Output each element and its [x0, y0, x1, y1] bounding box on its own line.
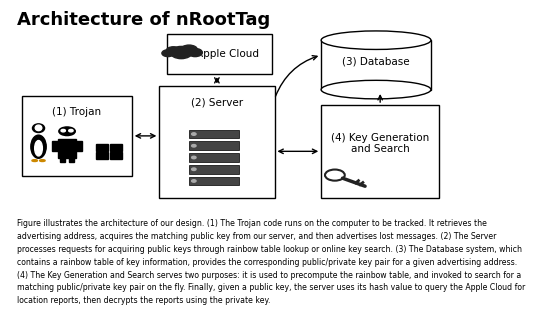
Text: Apple Cloud: Apple Cloud: [197, 49, 259, 59]
Circle shape: [181, 45, 198, 54]
Circle shape: [162, 50, 174, 57]
FancyBboxPatch shape: [58, 139, 76, 158]
Ellipse shape: [35, 125, 42, 131]
Ellipse shape: [31, 135, 46, 158]
Text: (4) Key Generation
and Search: (4) Key Generation and Search: [331, 133, 430, 154]
FancyBboxPatch shape: [60, 155, 66, 162]
FancyBboxPatch shape: [110, 152, 123, 159]
Text: Architecture of nRootTag: Architecture of nRootTag: [17, 11, 270, 29]
Ellipse shape: [32, 124, 45, 133]
Ellipse shape: [321, 31, 431, 49]
Circle shape: [192, 180, 196, 182]
FancyBboxPatch shape: [321, 105, 439, 198]
FancyBboxPatch shape: [321, 40, 431, 89]
FancyBboxPatch shape: [189, 130, 239, 138]
FancyBboxPatch shape: [76, 141, 82, 151]
Ellipse shape: [32, 160, 38, 162]
FancyBboxPatch shape: [22, 96, 132, 176]
Circle shape: [192, 145, 196, 147]
FancyBboxPatch shape: [167, 34, 272, 74]
Circle shape: [192, 133, 196, 135]
FancyBboxPatch shape: [189, 165, 239, 174]
Text: (3) Database: (3) Database: [342, 57, 410, 67]
FancyBboxPatch shape: [69, 155, 74, 162]
Circle shape: [192, 168, 196, 170]
FancyBboxPatch shape: [96, 152, 108, 159]
Circle shape: [166, 47, 181, 55]
Circle shape: [188, 49, 202, 57]
Ellipse shape: [321, 80, 431, 99]
FancyBboxPatch shape: [96, 144, 108, 151]
FancyBboxPatch shape: [189, 141, 239, 150]
Circle shape: [69, 129, 73, 132]
FancyBboxPatch shape: [159, 87, 274, 198]
Ellipse shape: [35, 140, 43, 156]
Circle shape: [192, 156, 196, 159]
Text: Figure illustrates the architecture of our design. (1) The Trojan code runs on t: Figure illustrates the architecture of o…: [17, 219, 525, 305]
Text: (1) Trojan: (1) Trojan: [53, 106, 101, 117]
FancyBboxPatch shape: [110, 144, 123, 151]
Ellipse shape: [59, 127, 75, 135]
Ellipse shape: [40, 160, 45, 162]
Text: (2) Server: (2) Server: [191, 97, 243, 107]
FancyBboxPatch shape: [189, 153, 239, 162]
Circle shape: [61, 129, 66, 132]
FancyBboxPatch shape: [52, 141, 58, 151]
Circle shape: [170, 46, 192, 59]
FancyBboxPatch shape: [189, 177, 239, 185]
